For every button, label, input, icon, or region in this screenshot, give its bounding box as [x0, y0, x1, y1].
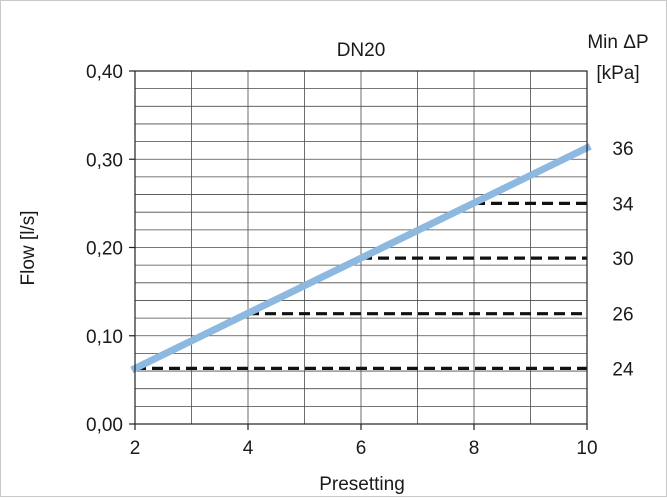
min-dp-value-label: 26	[612, 305, 633, 326]
x-tick-label: 4	[243, 438, 254, 459]
x-axis-label: Presetting	[319, 474, 405, 495]
series-layer	[130, 143, 592, 374]
y-tick-label: 0,30	[86, 150, 123, 171]
y-tick-label: 0,40	[86, 62, 123, 83]
y2-axis-label-line1: Min ΔP	[587, 32, 648, 53]
x-tick-label: 2	[130, 438, 141, 459]
y2-axis-label-line2: [kPa]	[596, 63, 639, 84]
x-tick-label: 6	[356, 438, 367, 459]
x-tick-label: 10	[576, 438, 597, 459]
min-dp-value-label: 24	[612, 359, 634, 380]
x-tick-label: 8	[469, 438, 480, 459]
y-tick-label: 0,10	[86, 327, 123, 348]
y-tick-label: 0,20	[86, 239, 123, 260]
flow-series-line	[130, 143, 592, 374]
tick-labels: 0,00 0,10 0,20 0,30 0,40 2 4 6 8 10	[86, 62, 598, 459]
min-dp-value-label: 34	[612, 194, 634, 215]
grid-layer	[135, 71, 587, 424]
y-tick-label: 0,00	[86, 415, 123, 436]
min-dp-labels: 24 26 30 34 36	[612, 139, 634, 381]
y-axis-label: Flow [l/s]	[18, 211, 39, 286]
reference-lines	[135, 201, 587, 371]
chart-title: DN20	[337, 40, 386, 61]
min-dp-value-label: 36	[612, 139, 633, 160]
min-dp-value-label: 30	[612, 249, 633, 270]
